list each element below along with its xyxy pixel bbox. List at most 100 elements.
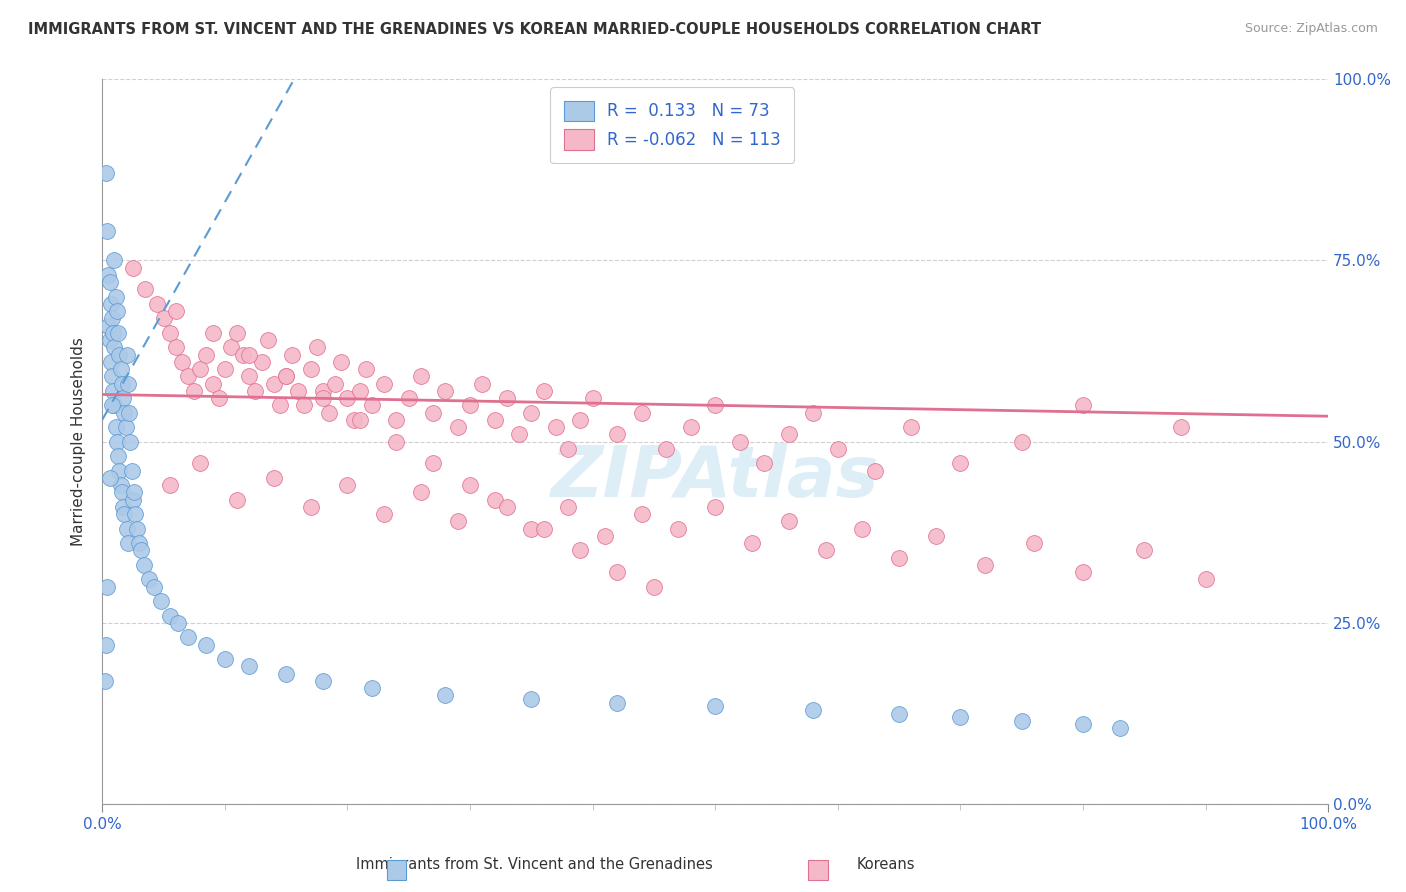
- Point: [100, 355, 122, 369]
- Point: [533, 384, 555, 398]
- Point: [814, 543, 837, 558]
- Point: [520, 692, 543, 706]
- Y-axis label: Married-couple Households: Married-couple Households: [72, 337, 86, 546]
- Point: [557, 442, 579, 456]
- Point: [94, 166, 117, 180]
- Point: [385, 413, 408, 427]
- Text: Koreans: Koreans: [856, 857, 915, 872]
- Point: [132, 558, 155, 572]
- Point: [232, 347, 254, 361]
- Point: [256, 333, 278, 347]
- Point: [973, 558, 995, 572]
- Point: [177, 631, 200, 645]
- Point: [152, 311, 174, 326]
- Point: [704, 500, 727, 514]
- Point: [581, 391, 603, 405]
- Point: [112, 507, 135, 521]
- Point: [274, 369, 297, 384]
- Point: [458, 398, 481, 412]
- Point: [495, 391, 517, 405]
- Point: [159, 608, 181, 623]
- Point: [323, 376, 346, 391]
- Point: [226, 326, 249, 340]
- Point: [312, 391, 335, 405]
- Point: [134, 282, 156, 296]
- Point: [150, 594, 173, 608]
- Point: [593, 529, 616, 543]
- Point: [108, 347, 131, 361]
- Point: [105, 434, 128, 449]
- Point: [138, 573, 160, 587]
- Point: [361, 398, 384, 412]
- Point: [754, 456, 776, 470]
- Point: [434, 689, 457, 703]
- Point: [121, 260, 143, 275]
- Point: [146, 297, 169, 311]
- Point: [827, 442, 849, 456]
- Point: [188, 456, 211, 470]
- Point: [105, 304, 128, 318]
- Point: [167, 615, 190, 630]
- Point: [188, 362, 211, 376]
- Point: [128, 536, 150, 550]
- Point: [96, 580, 118, 594]
- Text: Immigrants from St. Vincent and the Grenadines: Immigrants from St. Vincent and the Gren…: [356, 857, 713, 872]
- Point: [183, 384, 205, 398]
- Point: [557, 500, 579, 514]
- Point: [863, 464, 886, 478]
- Point: [294, 398, 316, 412]
- Point: [98, 333, 121, 347]
- Point: [569, 543, 592, 558]
- Point: [121, 464, 143, 478]
- Point: [1011, 434, 1033, 449]
- Point: [851, 522, 873, 536]
- Point: [354, 362, 377, 376]
- Point: [159, 326, 181, 340]
- Point: [214, 362, 236, 376]
- Point: [112, 500, 135, 514]
- Point: [159, 478, 181, 492]
- Point: [165, 304, 187, 318]
- Point: [1071, 398, 1094, 412]
- Point: [342, 413, 364, 427]
- Point: [96, 224, 118, 238]
- Point: [668, 522, 690, 536]
- Point: [1170, 420, 1192, 434]
- Point: [103, 326, 125, 340]
- Point: [949, 456, 972, 470]
- Point: [484, 413, 506, 427]
- Point: [170, 355, 193, 369]
- Point: [238, 347, 260, 361]
- Point: [115, 347, 138, 361]
- Point: [484, 492, 506, 507]
- Point: [1011, 714, 1033, 728]
- Point: [103, 398, 125, 412]
- Point: [299, 500, 322, 514]
- Point: [114, 420, 136, 434]
- Point: [569, 413, 592, 427]
- Point: [219, 340, 242, 354]
- Point: [238, 659, 260, 673]
- Point: [312, 673, 335, 688]
- Point: [111, 376, 134, 391]
- Point: [887, 706, 910, 721]
- Point: [201, 376, 224, 391]
- Point: [330, 355, 353, 369]
- Point: [704, 699, 727, 714]
- Point: [97, 318, 120, 333]
- Point: [112, 406, 135, 420]
- Point: [112, 391, 135, 405]
- Point: [263, 471, 285, 485]
- Point: [458, 478, 481, 492]
- Point: [728, 434, 751, 449]
- Point: [643, 580, 665, 594]
- Point: [520, 406, 543, 420]
- Point: [108, 464, 131, 478]
- Point: [422, 406, 444, 420]
- Point: [373, 376, 395, 391]
- Point: [373, 507, 395, 521]
- Point: [544, 420, 567, 434]
- Point: [281, 347, 304, 361]
- Point: [887, 550, 910, 565]
- Point: [1071, 717, 1094, 731]
